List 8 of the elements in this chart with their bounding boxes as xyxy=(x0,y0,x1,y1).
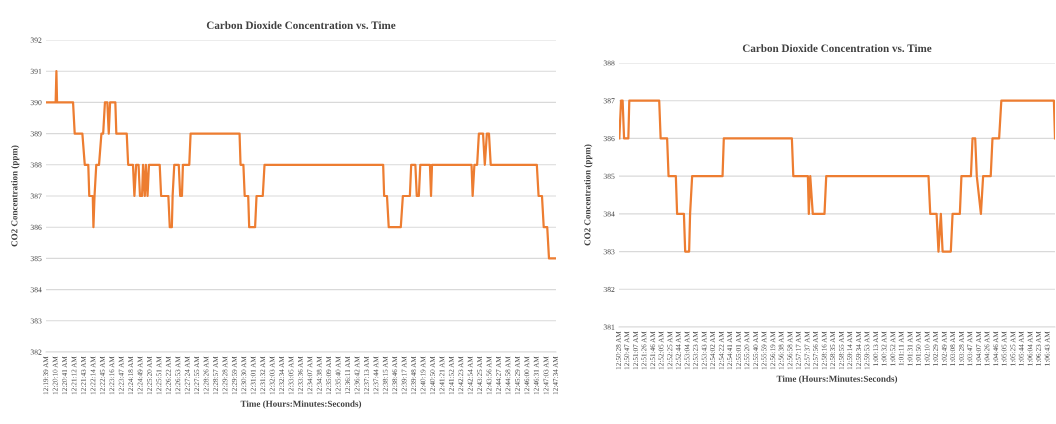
line-series xyxy=(619,99,1055,253)
y-axis-title: CO2 Concentration (ppm) xyxy=(11,145,20,247)
chart-title: Carbon Dioxide Concentration vs. Time xyxy=(742,44,932,53)
line-series xyxy=(46,70,556,260)
chart-title: Carbon Dioxide Concentration vs. Time xyxy=(206,21,396,30)
y-axis-title: CO2 Concentration (ppm) xyxy=(584,144,593,246)
x-axis-title: Time (Hours:Minutes:Seconds) xyxy=(776,375,898,384)
x-axis-title: Time (Hours:Minutes:Seconds) xyxy=(240,400,362,409)
